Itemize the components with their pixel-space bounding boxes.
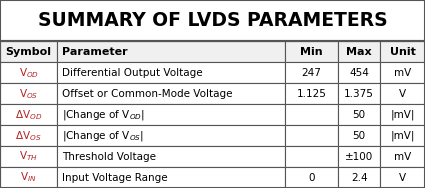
Bar bbox=[57, 62, 285, 83]
Text: Input Voltage Range: Input Voltage Range bbox=[62, 173, 167, 183]
Bar bbox=[285, 125, 338, 146]
Bar bbox=[338, 167, 380, 188]
Text: |Change of V$_{OD}$|: |Change of V$_{OD}$| bbox=[62, 108, 144, 122]
Text: V: V bbox=[399, 173, 406, 183]
Text: ±100: ±100 bbox=[345, 152, 373, 161]
Bar bbox=[380, 83, 425, 104]
Bar bbox=[57, 125, 285, 146]
Text: 2.4: 2.4 bbox=[351, 173, 368, 183]
Bar bbox=[338, 62, 380, 83]
Text: 0: 0 bbox=[308, 173, 314, 183]
Text: ΔV$_{OS}$: ΔV$_{OS}$ bbox=[15, 129, 42, 143]
Text: Parameter: Parameter bbox=[62, 47, 127, 57]
Bar bbox=[285, 83, 338, 104]
Text: V$_{TH}$: V$_{TH}$ bbox=[19, 150, 38, 164]
Text: |mV|: |mV| bbox=[391, 130, 415, 141]
Text: Min: Min bbox=[300, 47, 323, 57]
Text: Offset or Common-Mode Voltage: Offset or Common-Mode Voltage bbox=[62, 89, 232, 99]
Bar bbox=[285, 167, 338, 188]
Bar bbox=[57, 104, 285, 125]
Bar bbox=[0, 62, 57, 83]
Bar bbox=[0, 104, 57, 125]
Bar bbox=[0, 146, 57, 167]
Text: Differential Output Voltage: Differential Output Voltage bbox=[62, 68, 202, 78]
Text: Threshold Voltage: Threshold Voltage bbox=[62, 152, 156, 161]
Bar bbox=[0, 125, 57, 146]
Text: Max: Max bbox=[346, 47, 372, 57]
Bar bbox=[57, 146, 285, 167]
Text: mV: mV bbox=[394, 152, 411, 161]
Bar bbox=[0, 41, 57, 62]
Text: 247: 247 bbox=[301, 68, 321, 78]
Bar bbox=[380, 104, 425, 125]
Bar bbox=[57, 83, 285, 104]
Text: 1.375: 1.375 bbox=[344, 89, 374, 99]
Bar bbox=[0, 83, 57, 104]
Text: mV: mV bbox=[394, 68, 411, 78]
Text: Unit: Unit bbox=[390, 47, 416, 57]
Bar bbox=[0, 167, 57, 188]
Bar bbox=[338, 146, 380, 167]
Text: ΔV$_{OD}$: ΔV$_{OD}$ bbox=[15, 108, 42, 122]
Text: V$_{OD}$: V$_{OD}$ bbox=[19, 66, 39, 80]
Bar bbox=[57, 41, 285, 62]
Text: 454: 454 bbox=[349, 68, 369, 78]
Text: V$_{IN}$: V$_{IN}$ bbox=[20, 171, 37, 184]
Bar bbox=[380, 167, 425, 188]
Bar bbox=[380, 62, 425, 83]
Text: 50: 50 bbox=[353, 131, 366, 141]
Bar bbox=[380, 41, 425, 62]
Bar bbox=[285, 62, 338, 83]
Bar bbox=[338, 83, 380, 104]
Text: |Change of V$_{OS}$|: |Change of V$_{OS}$| bbox=[62, 129, 144, 143]
Text: |mV|: |mV| bbox=[391, 109, 415, 120]
Bar bbox=[57, 167, 285, 188]
Text: V: V bbox=[399, 89, 406, 99]
Bar bbox=[0, 41, 425, 188]
Bar bbox=[338, 41, 380, 62]
Bar bbox=[338, 125, 380, 146]
Bar bbox=[285, 41, 338, 62]
Text: Symbol: Symbol bbox=[6, 47, 52, 57]
Bar bbox=[285, 146, 338, 167]
Text: 50: 50 bbox=[353, 110, 366, 120]
Text: V$_{OS}$: V$_{OS}$ bbox=[19, 87, 38, 101]
Bar bbox=[285, 104, 338, 125]
Bar bbox=[338, 104, 380, 125]
Bar bbox=[380, 146, 425, 167]
Bar bbox=[380, 125, 425, 146]
Text: 1.125: 1.125 bbox=[296, 89, 326, 99]
Bar bbox=[0, 0, 425, 41]
Text: SUMMARY OF LVDS PARAMETERS: SUMMARY OF LVDS PARAMETERS bbox=[38, 11, 387, 30]
